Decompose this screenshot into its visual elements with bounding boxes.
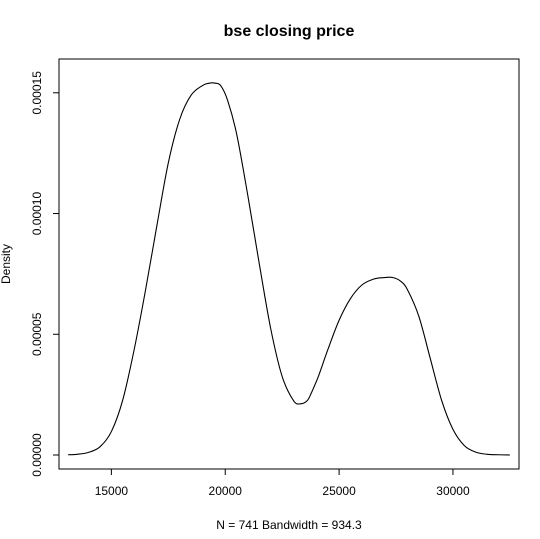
x-axis: 15000 20000 25000 30000 <box>95 468 470 498</box>
y-tick-label: 0.00005 <box>30 312 44 356</box>
y-axis-title: Density <box>0 244 13 284</box>
y-tick-label: 0.00015 <box>30 71 44 115</box>
y-tick-label: 0.00000 <box>30 433 44 477</box>
chart-title: bse closing price <box>224 23 355 40</box>
x-tick-label: 15000 <box>95 484 129 498</box>
x-tick-label: 30000 <box>436 484 470 498</box>
x-tick-label: 20000 <box>209 484 243 498</box>
x-tick-label: 25000 <box>322 484 356 498</box>
y-tick-label: 0.00010 <box>30 192 44 236</box>
density-curve <box>68 82 510 456</box>
y-axis: 0.00000 0.00005 0.00010 0.00015 <box>30 71 60 477</box>
x-axis-title: N = 741 Bandwidth = 934.3 <box>216 518 362 532</box>
plot-frame <box>58 58 520 470</box>
